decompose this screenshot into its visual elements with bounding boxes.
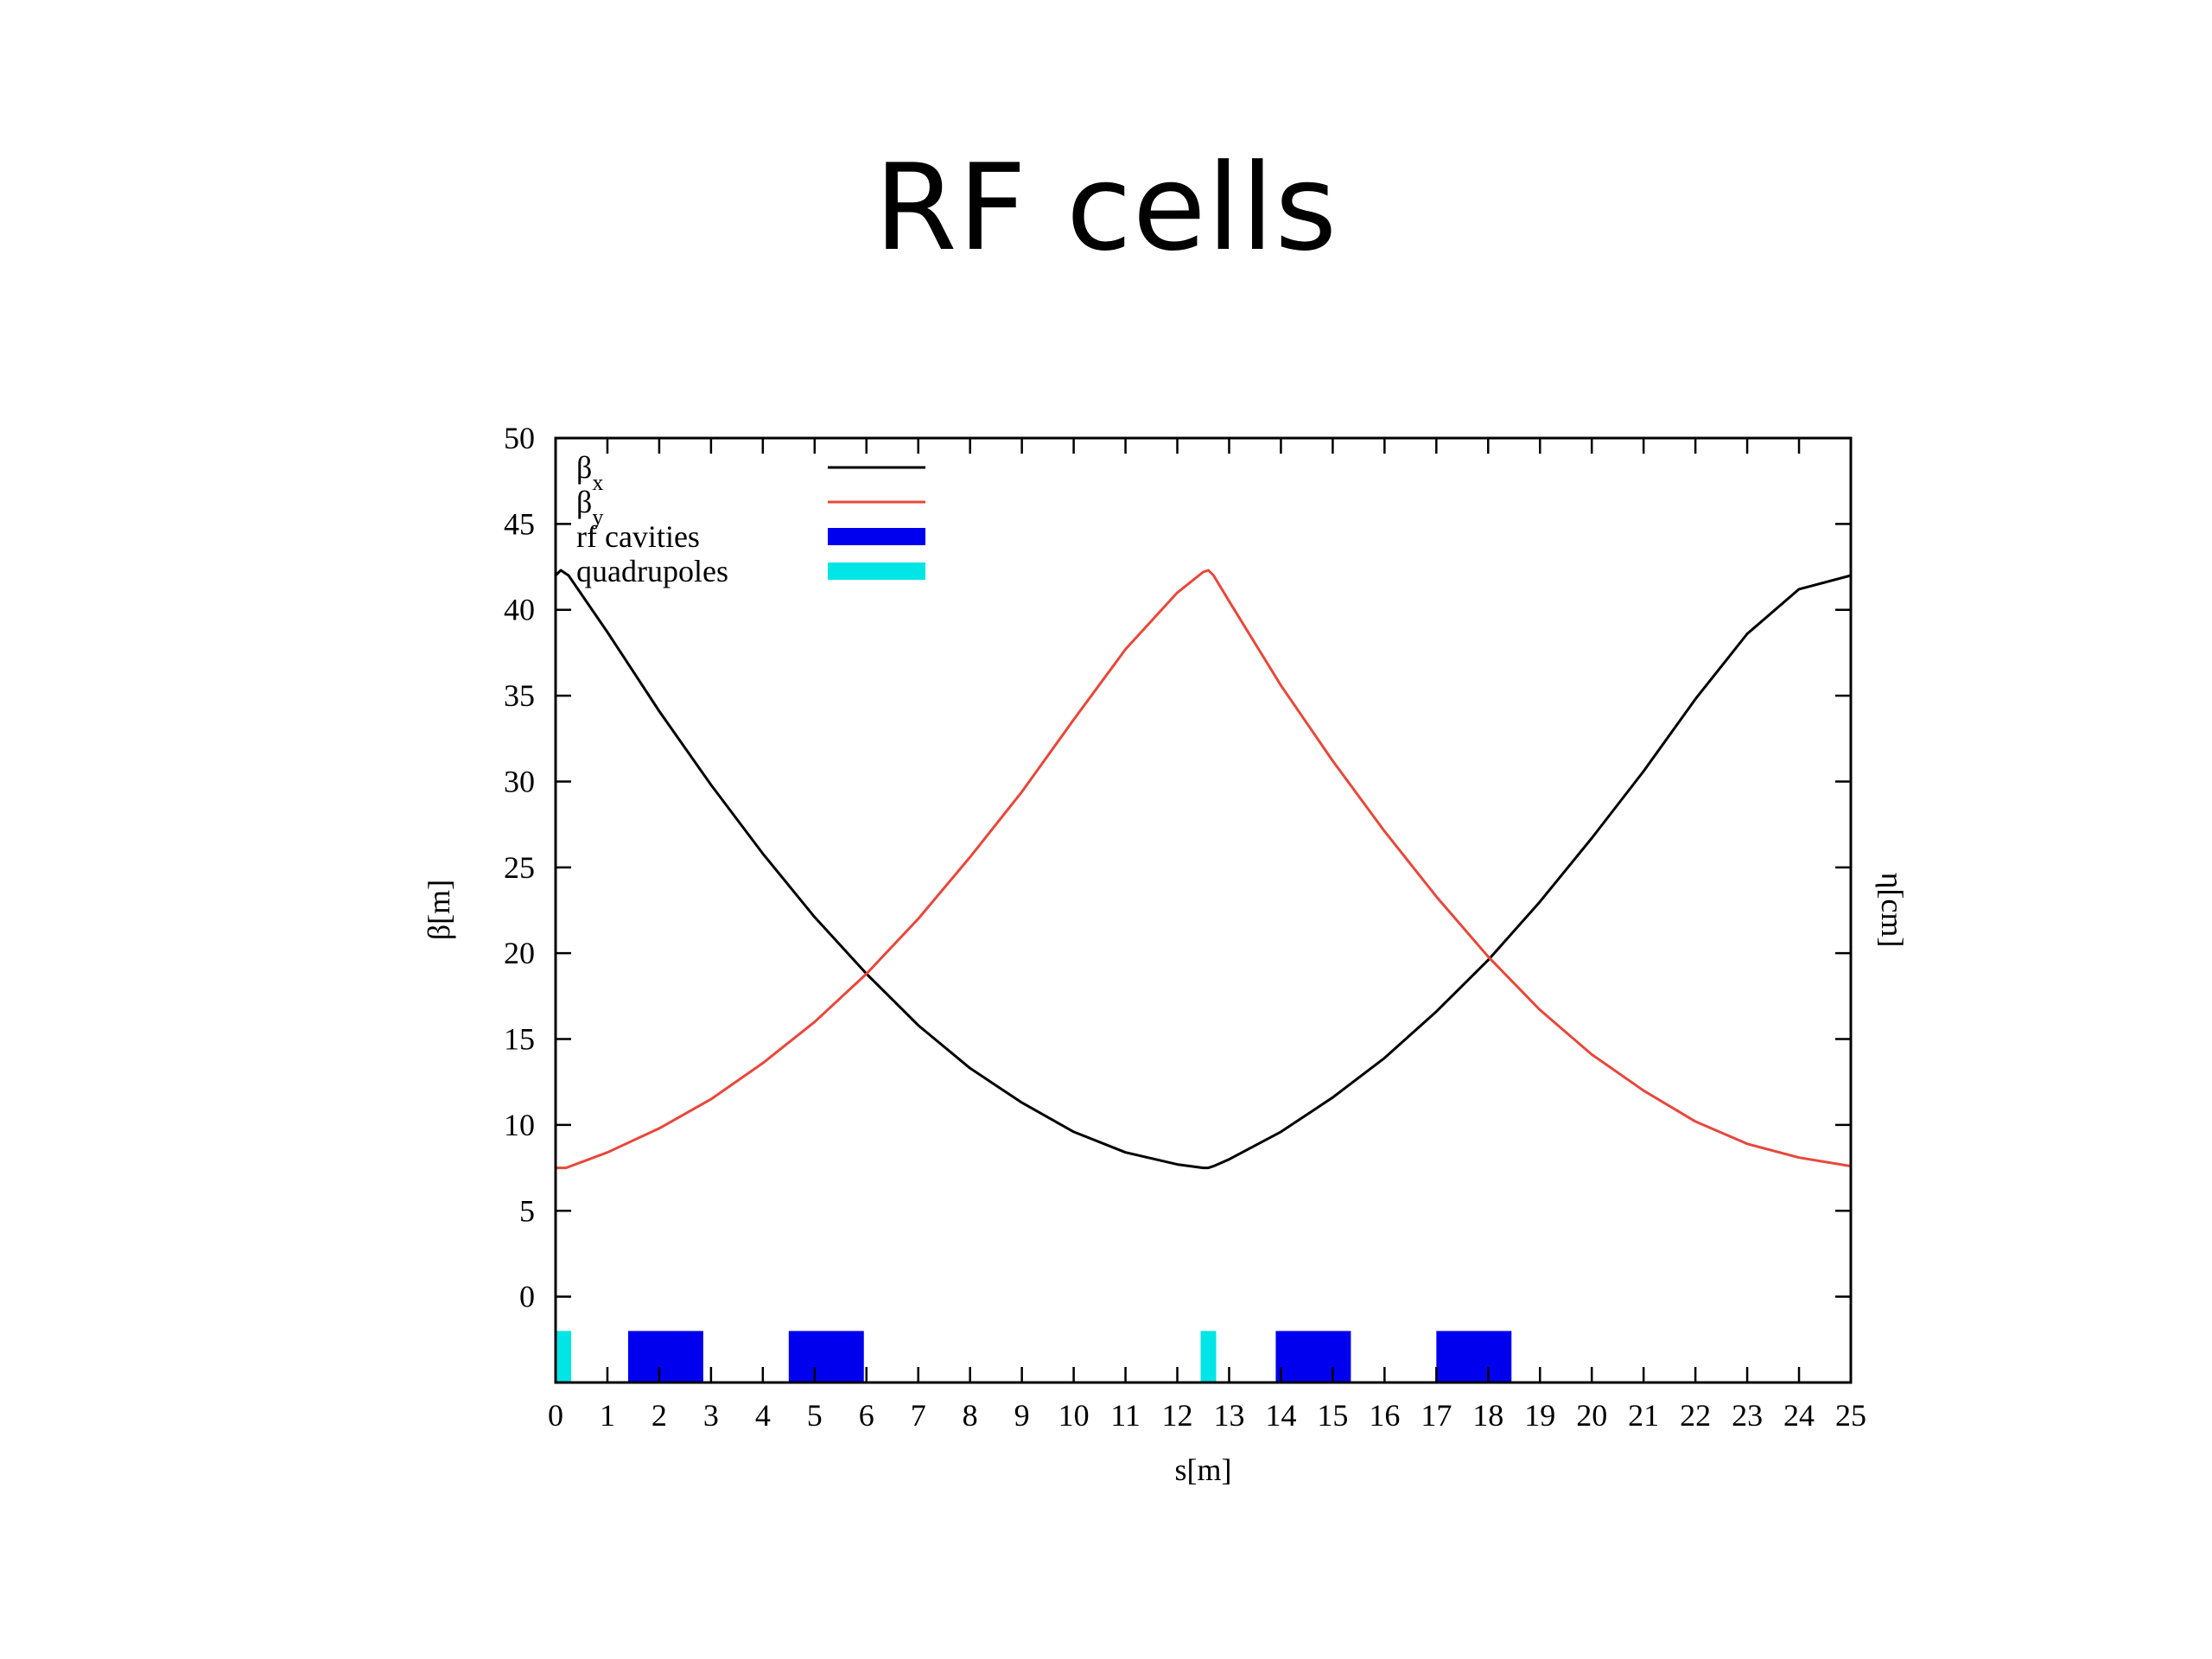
y-tick-label: 20: [504, 936, 535, 970]
y-tick-label: 5: [519, 1193, 535, 1228]
x-tick-label: 24: [1783, 1398, 1815, 1433]
x-axis-label: s[m]: [1175, 1452, 1232, 1487]
x-tick-label: 0: [548, 1398, 563, 1433]
y-axis-label: β[m]: [422, 880, 456, 940]
y-tick-label: 50: [504, 421, 535, 455]
x-tick-label: 11: [1110, 1398, 1141, 1433]
y-tick-label: 15: [504, 1022, 535, 1057]
y-tick-label: 30: [504, 764, 535, 798]
x-tick-label: 7: [911, 1398, 926, 1433]
x-tick-label: 2: [652, 1398, 667, 1433]
x-tick-label: 5: [807, 1398, 823, 1433]
x-tick-label: 25: [1835, 1398, 1866, 1433]
y-tick-label: 45: [504, 506, 535, 541]
x-tick-label: 15: [1317, 1398, 1348, 1433]
x-tick-label: 12: [1162, 1398, 1193, 1433]
y-tick-label: 35: [504, 678, 535, 713]
legend-sample: [828, 563, 925, 580]
x-tick-label: 6: [859, 1398, 874, 1433]
legend-sample: [828, 528, 925, 545]
x-tick-label: 16: [1369, 1398, 1400, 1433]
rf-cavities-bar: [627, 1331, 703, 1382]
rf-cavities-bar: [788, 1331, 864, 1382]
x-tick-label: 14: [1265, 1398, 1296, 1433]
legend-label-subscript: y: [592, 505, 603, 530]
x-tick-label: 23: [1732, 1398, 1763, 1433]
legend-label: quadrupoles: [576, 554, 728, 588]
x-tick-label: 20: [1576, 1398, 1607, 1433]
x-tick-label: 10: [1058, 1398, 1090, 1433]
series-line-x: [554, 569, 1852, 1170]
plot-frame: [554, 436, 1853, 1384]
rf-cavities-bar: [1275, 1331, 1351, 1382]
x-tick-label: 9: [1014, 1398, 1030, 1433]
x-tick-label: 21: [1628, 1398, 1659, 1433]
y-tick-label: 0: [519, 1280, 535, 1314]
x-tick-label: 4: [755, 1398, 771, 1433]
series-line-y: [556, 569, 1852, 1170]
quadrupoles-bar: [556, 1331, 571, 1382]
y-tick-label: 40: [504, 593, 535, 627]
y-tick-label: 25: [504, 850, 535, 885]
y2-axis-label: η[cm]: [1875, 873, 1910, 948]
legend-label: rf cavities: [576, 519, 700, 554]
x-tick-label: 22: [1680, 1398, 1711, 1433]
y-tick-label: 10: [504, 1108, 535, 1142]
legend-label-subscript: x: [592, 470, 603, 495]
x-tick-label: 13: [1213, 1398, 1244, 1433]
slide-title: RF cells: [874, 138, 1338, 277]
x-tick-label: 3: [703, 1398, 719, 1433]
rf-cavities-bar: [1436, 1331, 1512, 1382]
x-tick-label: 1: [600, 1398, 615, 1433]
x-tick-label: 17: [1421, 1398, 1452, 1433]
x-tick-label: 19: [1524, 1398, 1555, 1433]
x-tick-label: 8: [963, 1398, 978, 1433]
quadrupoles-bar: [1200, 1331, 1217, 1382]
x-tick-label: 18: [1472, 1398, 1503, 1433]
